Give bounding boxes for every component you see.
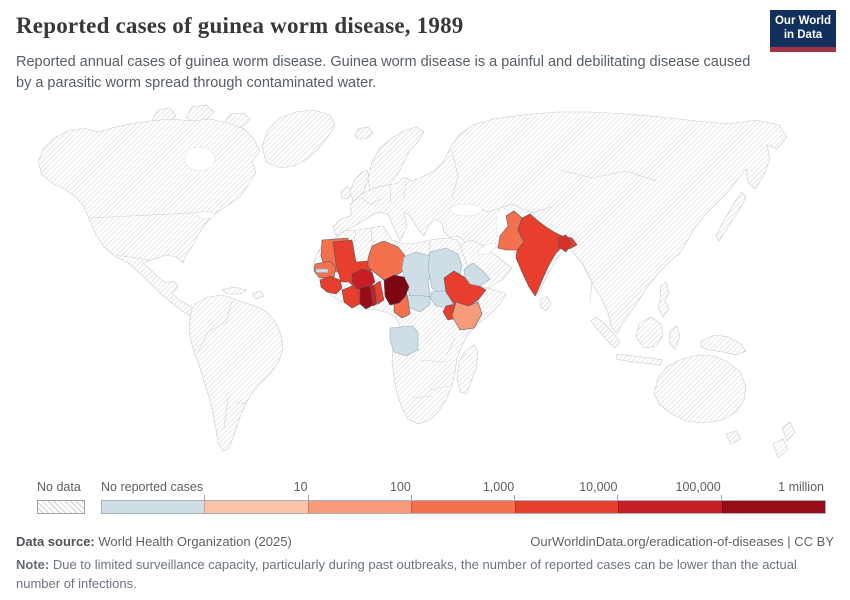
footer-note: Note: Due to limited surveillance capaci… — [16, 556, 800, 594]
owid-logo-line1: Our World — [774, 15, 831, 27]
country-guinea[interactable] — [319, 275, 343, 295]
legend-segment-10-100[interactable] — [307, 501, 412, 513]
legend-segment-10000-100000[interactable] — [618, 501, 722, 513]
landmass-sri-lanka — [539, 295, 552, 312]
seas — [184, 146, 511, 255]
legend-tick-6 — [720, 495, 722, 500]
landmass-cuba — [221, 286, 247, 295]
footer-row: Data source: World Health Organization (… — [16, 534, 834, 549]
country-india[interactable] — [515, 213, 578, 297]
legend-segment-100-1000[interactable] — [411, 501, 515, 513]
legend-label-10: 10 — [293, 480, 308, 494]
country-nigeria[interactable] — [383, 274, 410, 306]
legend-segment-0-10[interactable] — [204, 501, 308, 513]
landmass-sulawesi — [668, 325, 681, 350]
legend-label-100: 100 — [389, 480, 411, 494]
legend-tick-2 — [307, 495, 309, 500]
landmass-sumatra — [590, 316, 621, 349]
country-borders — [89, 149, 657, 429]
legend-tick-5 — [617, 495, 619, 500]
country-ethiopia[interactable] — [443, 270, 487, 309]
hudson-bay — [184, 146, 216, 172]
landmass-eurasia — [332, 111, 788, 335]
note-prefix: Note: — [16, 557, 50, 572]
persian-gulf — [477, 243, 497, 255]
legend-label-no-reported-cases: No reported cases — [101, 480, 204, 494]
owid-link[interactable]: OurWorldinData.org/eradication-of-diseas… — [530, 534, 834, 549]
owid-logo[interactable]: Our World in Data — [770, 10, 836, 52]
black-sea — [449, 203, 483, 217]
owid-logo-box: Our World in Data — [770, 10, 836, 47]
country-benin[interactable] — [373, 280, 385, 305]
country-burkina-faso[interactable] — [351, 268, 376, 290]
great-lakes — [196, 211, 216, 219]
country-cote-divoire[interactable] — [341, 285, 361, 309]
landmass-java — [615, 353, 663, 366]
data-source-line: Data source: World Health Organization (… — [16, 534, 292, 549]
country-kenya[interactable] — [451, 301, 483, 331]
legend-segment-100000-1million[interactable] — [721, 501, 825, 513]
country-gambia[interactable] — [315, 268, 329, 273]
landmass-iceland — [354, 126, 374, 140]
landmass-hispaniola — [251, 290, 265, 300]
country-yemen[interactable] — [463, 262, 491, 287]
legend-color-bar — [101, 500, 826, 514]
legend-label-1million: 1 million — [778, 480, 824, 494]
landmass-madagascar — [456, 344, 479, 395]
owid-logo-line2: in Data — [783, 28, 823, 41]
owid-logo-stripe — [770, 46, 836, 52]
legend-label-100000: 100,000 — [675, 480, 721, 494]
landmass-australia — [653, 354, 747, 424]
legend-tick-1 — [204, 495, 206, 500]
landmass-new-zealand-south — [772, 438, 789, 459]
legend-label-10000: 10,000 — [579, 480, 618, 494]
landmass-greenland — [261, 109, 336, 169]
legend-tick-3 — [410, 495, 412, 500]
landmass-north-america — [37, 118, 261, 332]
data-source-text: World Health Organization (2025) — [94, 534, 292, 549]
landmass-philippines — [657, 281, 670, 318]
landmass-scandinavia — [367, 126, 425, 193]
legend-segment-no-reported-cases[interactable] — [102, 501, 205, 513]
legend-no-data-swatch[interactable] — [37, 500, 85, 514]
landmass-tasmania — [725, 430, 742, 445]
country-chad[interactable] — [401, 251, 433, 301]
country-togo[interactable] — [369, 284, 378, 307]
country-bangladesh[interactable] — [557, 234, 572, 253]
page-title: Reported cases of guinea worm disease, 1… — [16, 13, 464, 38]
landmass-new-zealand-north — [781, 421, 796, 442]
legend-tick-labels: No reported cases 10 100 1,000 10,000 10… — [101, 480, 824, 494]
chart-subtitle: Reported annual cases of guinea worm dis… — [16, 54, 751, 91]
landmass-japan — [715, 191, 747, 242]
landmass-borneo — [635, 316, 664, 349]
no-data-landmasses — [37, 104, 796, 459]
legend-label-1000: 1,000 — [482, 480, 515, 494]
legend-no-data-label: No data — [37, 480, 81, 494]
landmass-ireland — [340, 185, 353, 200]
note-text: Due to limited surveillance capacity, pa… — [16, 557, 797, 591]
data-source-prefix: Data source: — [16, 534, 95, 549]
legend-tick-4 — [514, 495, 516, 500]
landmass-new-guinea — [700, 334, 747, 356]
landmass-south-america — [188, 294, 284, 452]
data-countries — [313, 210, 578, 357]
country-ghana[interactable] — [359, 285, 374, 310]
country-angola[interactable] — [389, 325, 419, 357]
legend-segment-1000-10000[interactable] — [514, 501, 619, 513]
